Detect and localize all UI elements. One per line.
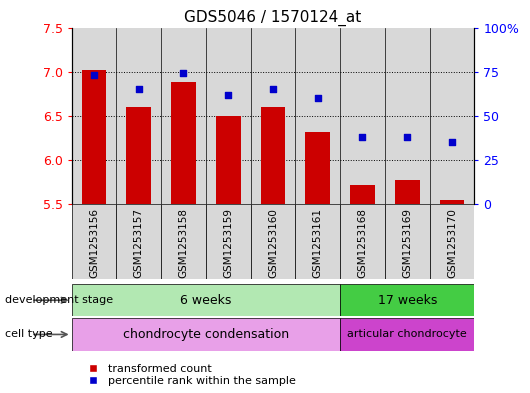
- Point: [403, 134, 411, 140]
- Text: GSM1253168: GSM1253168: [357, 208, 367, 278]
- Text: GSM1253157: GSM1253157: [134, 208, 144, 278]
- Text: 17 weeks: 17 weeks: [377, 294, 437, 307]
- Bar: [261, 107, 285, 204]
- Bar: [350, 185, 375, 204]
- Text: chondrocyte condensation: chondrocyte condensation: [123, 328, 289, 341]
- Title: GDS5046 / 1570124_at: GDS5046 / 1570124_at: [184, 10, 361, 26]
- FancyBboxPatch shape: [116, 204, 161, 279]
- FancyBboxPatch shape: [385, 204, 430, 279]
- FancyBboxPatch shape: [430, 204, 474, 279]
- Text: articular chondrocyte: articular chondrocyte: [347, 329, 467, 340]
- FancyBboxPatch shape: [72, 284, 340, 316]
- Point: [179, 70, 188, 77]
- FancyBboxPatch shape: [340, 284, 474, 316]
- Text: GSM1253161: GSM1253161: [313, 208, 323, 278]
- FancyBboxPatch shape: [72, 204, 116, 279]
- Bar: [430, 28, 474, 204]
- Text: GSM1253160: GSM1253160: [268, 208, 278, 278]
- Text: 6 weeks: 6 weeks: [180, 294, 232, 307]
- Bar: [161, 28, 206, 204]
- Bar: [295, 28, 340, 204]
- Bar: [171, 83, 196, 204]
- Text: cell type: cell type: [5, 329, 53, 340]
- FancyBboxPatch shape: [251, 204, 295, 279]
- Point: [358, 134, 367, 140]
- Point: [269, 86, 277, 93]
- Text: GSM1253159: GSM1253159: [223, 208, 233, 278]
- Bar: [385, 28, 430, 204]
- Bar: [305, 132, 330, 204]
- Text: GSM1253156: GSM1253156: [89, 208, 99, 278]
- Text: GSM1253158: GSM1253158: [179, 208, 189, 278]
- FancyBboxPatch shape: [295, 204, 340, 279]
- FancyBboxPatch shape: [206, 204, 251, 279]
- Bar: [82, 70, 106, 204]
- Point: [448, 139, 456, 145]
- Text: GSM1253170: GSM1253170: [447, 208, 457, 278]
- Point: [90, 72, 98, 78]
- Point: [313, 95, 322, 101]
- Point: [135, 86, 143, 93]
- Point: [224, 92, 233, 98]
- FancyBboxPatch shape: [340, 204, 385, 279]
- Bar: [395, 180, 420, 204]
- Legend: transformed count, percentile rank within the sample: transformed count, percentile rank withi…: [77, 359, 301, 390]
- Text: development stage: development stage: [5, 295, 113, 305]
- Bar: [216, 116, 241, 204]
- Bar: [72, 28, 116, 204]
- Bar: [126, 107, 151, 204]
- Bar: [206, 28, 251, 204]
- Bar: [251, 28, 295, 204]
- Text: GSM1253169: GSM1253169: [402, 208, 412, 278]
- Bar: [116, 28, 161, 204]
- FancyBboxPatch shape: [72, 318, 340, 351]
- FancyBboxPatch shape: [340, 318, 474, 351]
- Bar: [440, 200, 464, 204]
- FancyBboxPatch shape: [161, 204, 206, 279]
- Bar: [340, 28, 385, 204]
